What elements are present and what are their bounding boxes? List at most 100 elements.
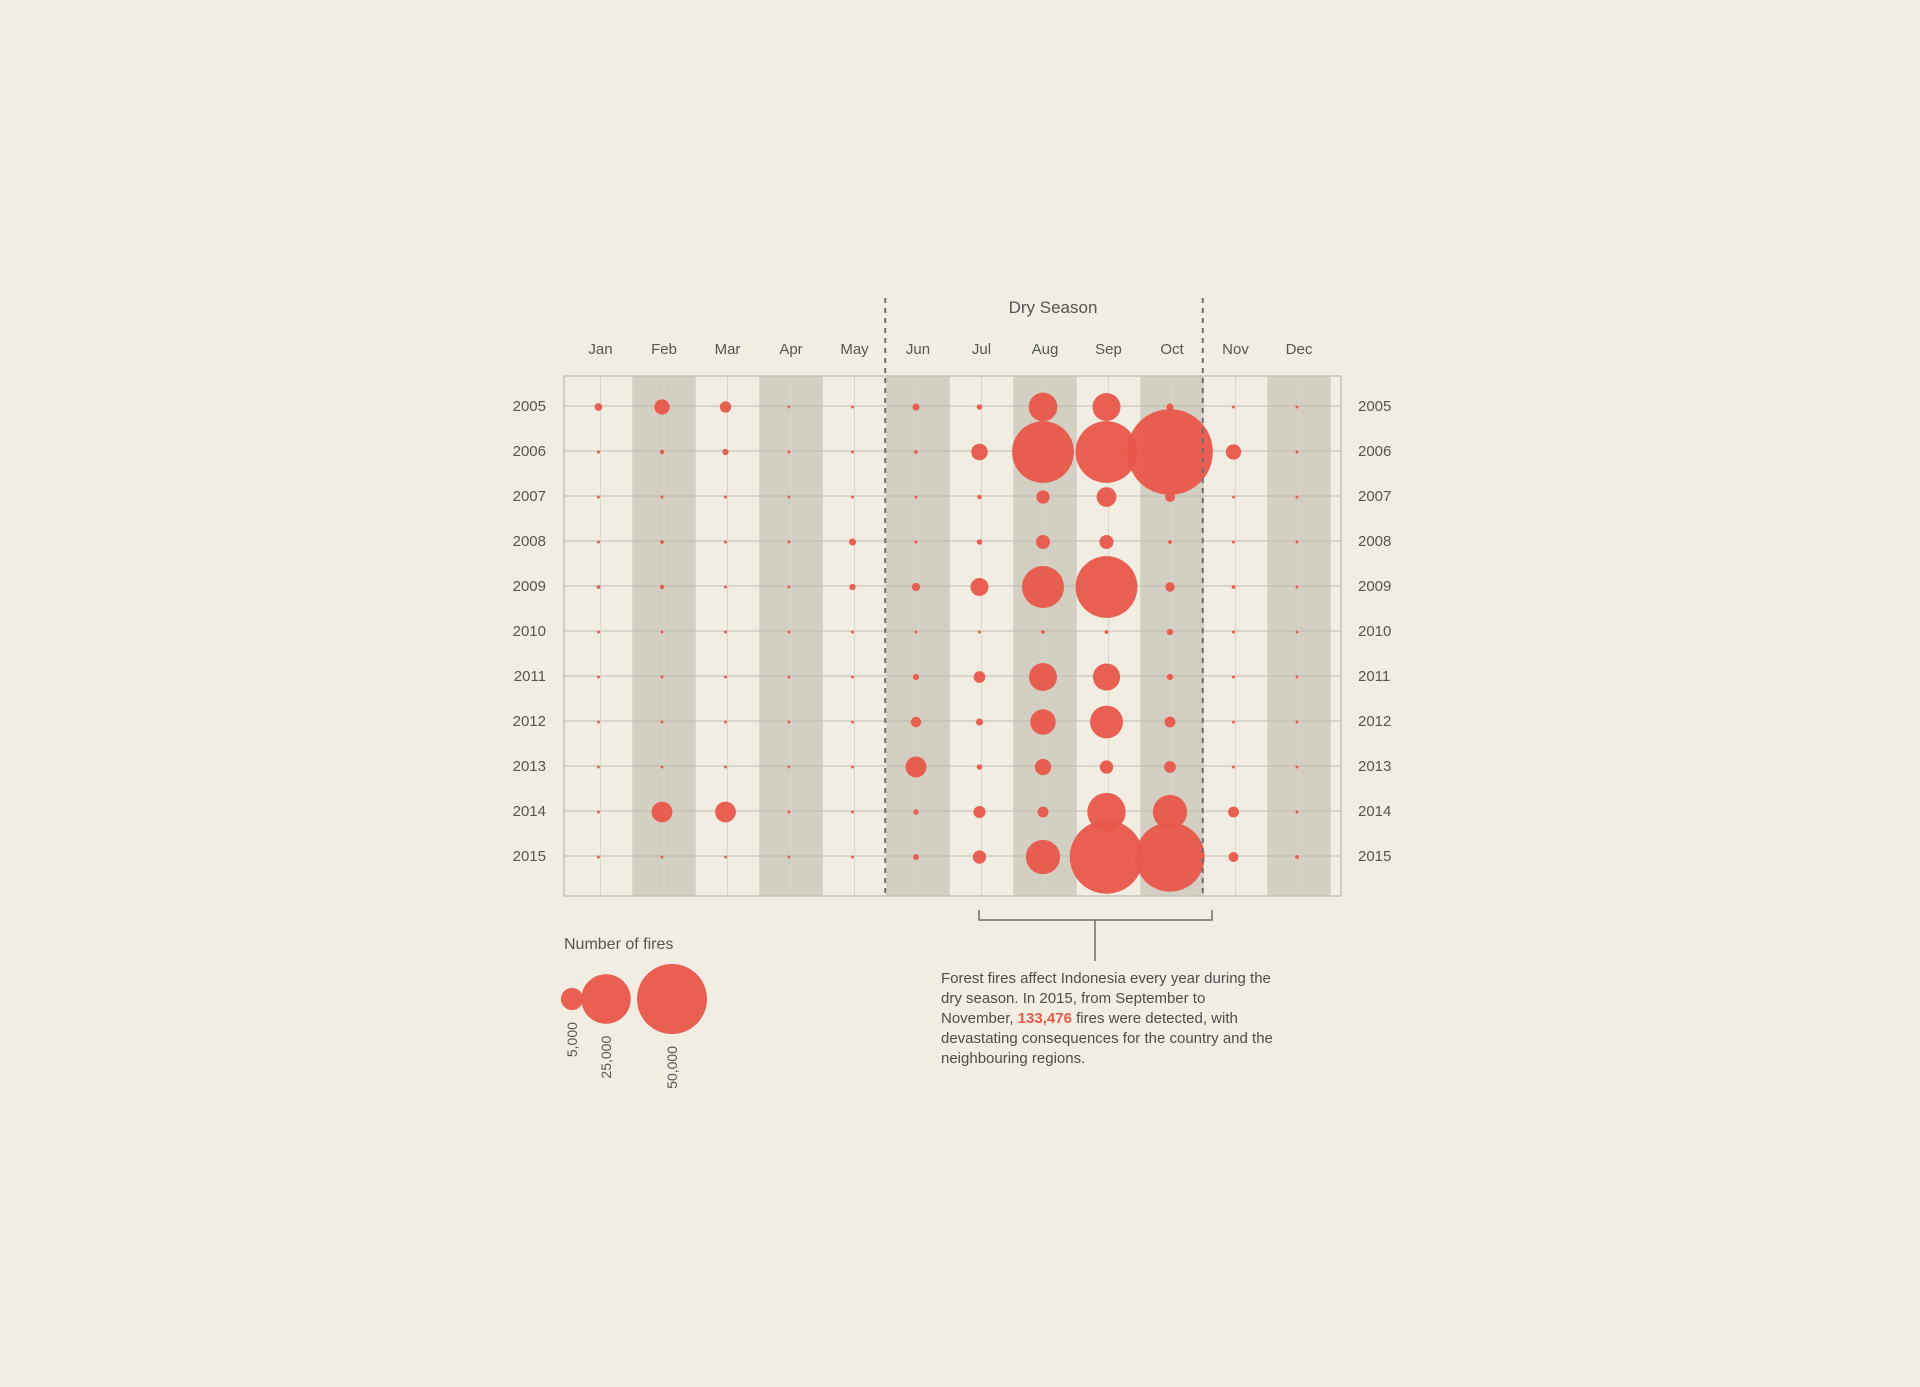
bubble-2014-feb: [651, 801, 673, 823]
bubble-2015-may: [851, 855, 854, 859]
bubble-2005-sep: [1092, 393, 1121, 421]
annotation-text-start: Forest fires affect Indonesia every year…: [941, 970, 1271, 1027]
bubble-2014-jun: [913, 809, 919, 815]
bubble-2009-feb: [659, 584, 665, 590]
year-labels: 2005 2005 2006 2006 2007 2007 2008 2008 2009 2009…: [513, 398, 1392, 865]
bubble-2015-oct: [1135, 822, 1205, 892]
bubble-2006-apr: [787, 450, 791, 454]
bubbles: [594, 392, 1299, 894]
bubble-2015-apr: [787, 855, 791, 859]
bubble-2013-apr: [787, 765, 791, 769]
bubble-2013-oct: [1164, 761, 1176, 773]
bubble-2009-jan: [596, 585, 601, 589]
plot-frame: [563, 375, 1342, 897]
bubble-2012-jun: [910, 716, 922, 728]
bubble-2007-apr: [787, 495, 791, 499]
bubble-2008-may: [849, 538, 856, 546]
bubble-2015-dec: [1295, 855, 1299, 859]
bubble-2010-nov: [1232, 630, 1235, 634]
month-label-jul: Jul: [972, 341, 991, 358]
bubble-2007-sep: [1096, 487, 1117, 507]
bubble-2005-jan: [594, 403, 603, 411]
year-label-right-2011: 2011: [1358, 668, 1390, 685]
bubble-2015-aug: [1025, 839, 1061, 875]
bubble-2009-jun: [911, 582, 921, 592]
year-label-right-2010: 2010: [1358, 623, 1391, 640]
year-label-right-2008: 2008: [1358, 533, 1391, 550]
year-label-left-2006: 2006: [513, 443, 546, 460]
legend-label-50000: 50,000: [664, 1046, 680, 1089]
size-legend: Number of fires 5,000 25,000 50,000: [560, 936, 707, 1089]
bubble-2013-dec: [1295, 765, 1299, 769]
bubble-2010-feb: [660, 630, 664, 634]
bubble-2015-jun: [913, 854, 919, 860]
month-label-feb: Feb: [651, 341, 677, 358]
bubble-2008-apr: [787, 540, 791, 544]
bubble-2009-oct: [1165, 582, 1175, 592]
bubble-2015-mar: [724, 855, 727, 859]
bubble-2013-jul: [976, 764, 983, 770]
year-label-right-2006: 2006: [1358, 443, 1391, 460]
bubble-2010-jun: [914, 630, 918, 634]
year-label-right-2007: 2007: [1358, 488, 1391, 505]
bubble-2009-nov: [1231, 585, 1236, 589]
bubble-2011-aug: [1029, 663, 1057, 691]
bubble-2005-oct: [1166, 403, 1174, 411]
year-label-left-2005: 2005: [513, 398, 546, 415]
bubble-2013-aug: [1034, 758, 1052, 776]
year-label-right-2014: 2014: [1358, 803, 1391, 820]
bubble-2006-mar: [722, 448, 729, 456]
bubble-2011-oct: [1166, 673, 1174, 681]
bubble-2006-oct: [1127, 409, 1213, 495]
year-label-left-2013: 2013: [513, 758, 546, 775]
bubble-2011-feb: [660, 675, 664, 679]
bubble-2007-jul: [977, 494, 982, 500]
bubble-2006-sep: [1075, 421, 1138, 483]
year-label-right-2005: 2005: [1358, 398, 1391, 415]
bubble-2009-dec: [1295, 585, 1299, 589]
month-label-apr: Apr: [779, 341, 802, 358]
bubble-2014-mar: [715, 801, 736, 823]
bubble-2005-may: [851, 405, 854, 409]
bubble-2015-jan: [597, 855, 600, 859]
legend-label-25000: 25,000: [598, 1036, 614, 1079]
bubble-2009-aug: [1022, 566, 1064, 608]
bubble-2013-may: [851, 765, 854, 769]
bubble-2013-mar: [724, 765, 727, 769]
bubble-2010-may: [851, 630, 854, 634]
bubble-2006-jan: [596, 450, 601, 454]
bubble-2008-oct: [1168, 540, 1172, 544]
bubble-2008-mar: [724, 540, 727, 544]
bubble-2014-nov: [1228, 806, 1239, 818]
bubble-2006-aug: [1012, 421, 1074, 483]
bubble-2005-aug: [1028, 392, 1058, 422]
annotation-highlight-number: 133,476: [1017, 1010, 1072, 1027]
bubble-2012-feb: [660, 720, 664, 724]
bubble-2008-jun: [914, 540, 918, 544]
bubble-2008-feb: [660, 540, 664, 544]
bubble-2015-nov: [1228, 852, 1239, 862]
bubble-2007-jun: [914, 495, 918, 499]
month-label-dec: Dec: [1286, 341, 1313, 358]
bubble-2014-oct: [1152, 794, 1188, 830]
bubble-2009-jul: [970, 578, 989, 596]
annotation-text: Forest fires affect Indonesia every year…: [941, 969, 1281, 1069]
bubble-2007-dec: [1295, 495, 1299, 499]
dry-season-markers: Dry Season: [884, 298, 1204, 896]
month-label-nov: Nov: [1222, 341, 1249, 358]
bubble-2011-jan: [597, 675, 600, 679]
bubble-2009-may: [849, 583, 856, 591]
year-label-left-2008: 2008: [513, 533, 546, 550]
legend-items: 5,000 25,000 50,000: [560, 964, 707, 1089]
bubble-2012-aug: [1030, 709, 1056, 735]
month-labels: Jan Feb Mar Apr May Jun Jul Aug Sep Oct Nov Dec: [588, 341, 1312, 358]
year-label-left-2009: 2009: [513, 578, 546, 595]
bubble-2011-jul: [973, 671, 986, 683]
bubble-2012-jul: [976, 718, 983, 726]
bubble-2005-dec: [1295, 405, 1299, 409]
bubble-2014-may: [851, 810, 854, 814]
bubble-2014-aug: [1037, 806, 1049, 818]
bubble-2013-sep: [1099, 760, 1114, 774]
month-label-jan: Jan: [588, 341, 612, 358]
bubble-2013-nov: [1232, 765, 1235, 769]
